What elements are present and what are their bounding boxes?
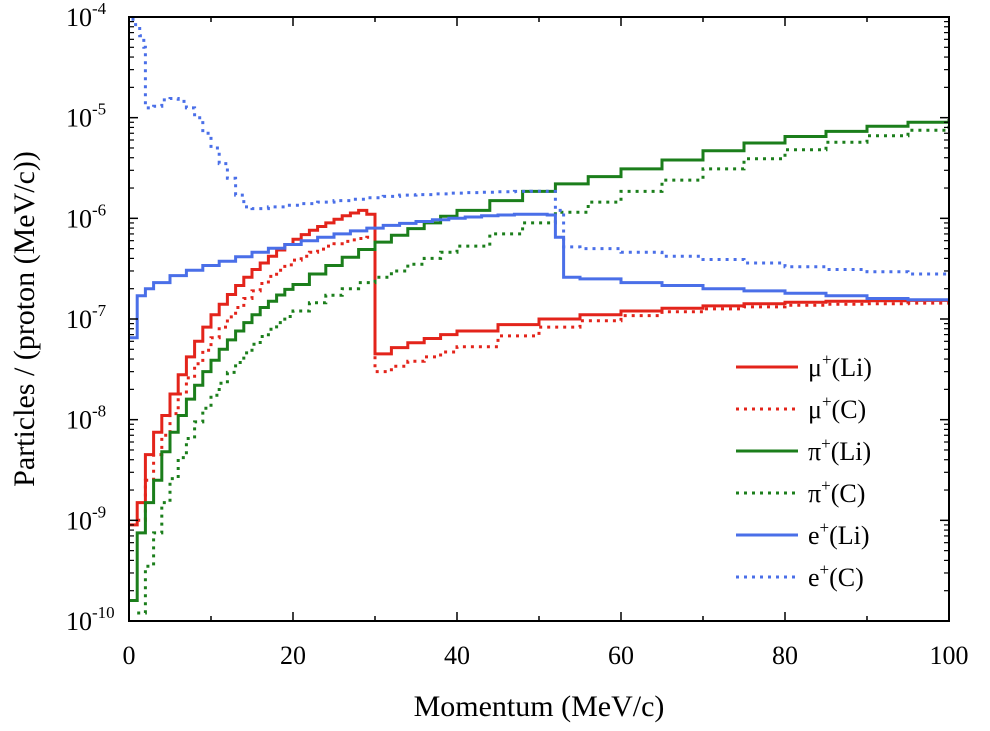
- series-line-mu-c: [137, 235, 949, 522]
- series-line-mu-li: [129, 208, 949, 527]
- x-tick-label: 60: [608, 641, 634, 670]
- legend: μ+(Li) μ+(C) π+(Li) π+(C) e+(Li) e+(C): [736, 350, 872, 592]
- x-tick-label: 100: [930, 641, 969, 670]
- legend-label-pi-li: π+(Li): [808, 434, 871, 466]
- x-axis-title: Momentum (MeV/c): [414, 690, 665, 723]
- tick-labels: 0 20 40 60 80 100 10-10 10-9 10-8 10-7 10-6 10-5 10-…: [66, 0, 969, 670]
- series-layer: [129, 17, 949, 615]
- y-tick-label: 10-5: [66, 100, 106, 133]
- ticks-layer: [128, 16, 950, 622]
- series-line-pi-c: [137, 125, 949, 615]
- series-line-pi-li: [129, 119, 949, 602]
- legend-label-mu-li: μ+(Li): [808, 350, 872, 382]
- y-tick-label: 10-4: [66, 0, 107, 32]
- y-tick-label: 10-8: [66, 402, 106, 435]
- legend-label-mu-c: μ+(C): [808, 392, 866, 424]
- x-tick-label: 0: [123, 641, 136, 670]
- y-tick-label: 10-7: [66, 301, 107, 334]
- series-line-e-c: [131, 17, 949, 276]
- legend-label-e-li: e+(Li): [808, 518, 870, 550]
- legend-label-e-c: e+(C): [808, 560, 864, 592]
- y-tick-label: 10-10: [66, 603, 115, 636]
- y-tick-label: 10-9: [66, 502, 106, 535]
- x-tick-label: 40: [444, 641, 470, 670]
- legend-label-pi-c: π+(C): [808, 476, 865, 508]
- series-line-e-li: [129, 212, 949, 340]
- x-tick-label: 20: [280, 641, 306, 670]
- x-tick-label: 80: [772, 641, 798, 670]
- y-axis-title: Particles / (proton (MeV/c)): [8, 151, 41, 487]
- y-tick-label: 10-6: [66, 200, 106, 233]
